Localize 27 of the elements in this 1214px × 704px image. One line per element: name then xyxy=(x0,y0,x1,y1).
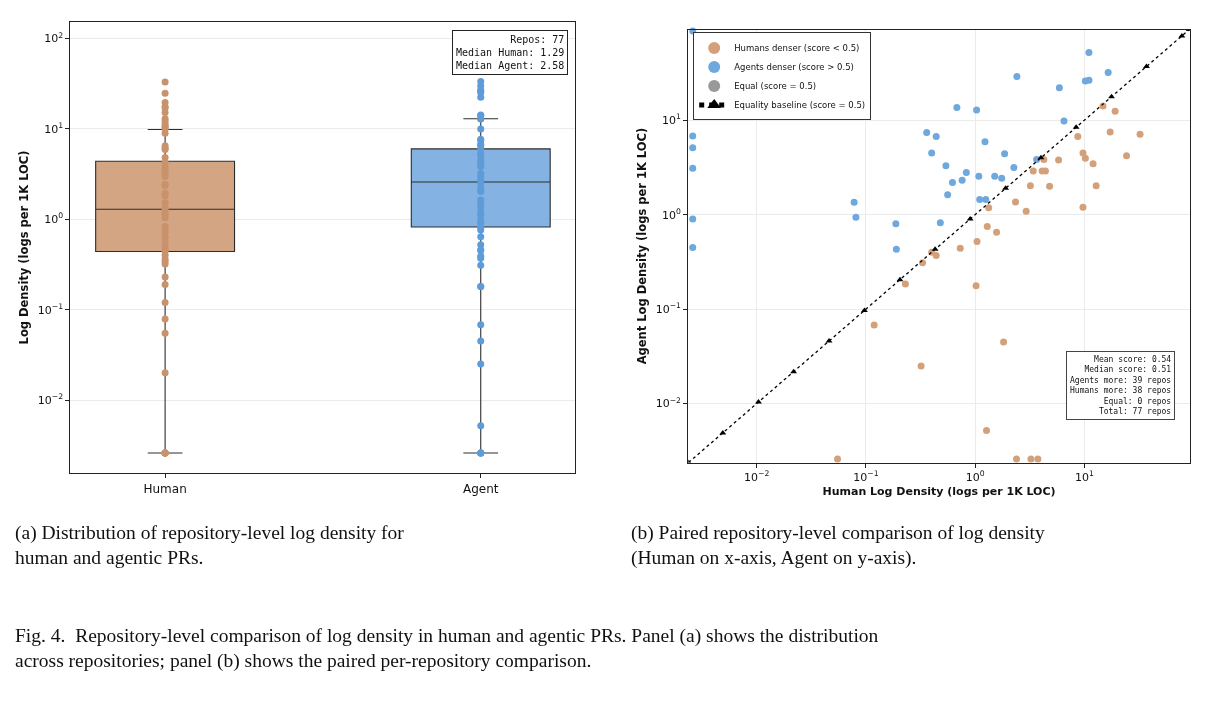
x-tick-label: 10$^{1}$ xyxy=(1074,469,1094,484)
y-axis-title: Agent Log Density (logs per 1K LOC) xyxy=(635,127,650,365)
caption: Fig. 4. Repository-level comparison of log density in human and agentic PRs. Panel (a) shows the distribution across repositories; panel (b) shows the paired per-repository comparison. xyxy=(15,625,879,673)
annotation: Repos: 77 Median Human: 1.29 Median Agent: 2.58 xyxy=(456,34,565,71)
x-tick-label: Human xyxy=(143,481,187,496)
x-tick-label: Agent xyxy=(462,481,499,496)
y-tick-label: 10$^{−1}$ xyxy=(37,301,64,317)
legend-label: Equal (score = 0.5) xyxy=(734,81,817,92)
x-tick-label: 10$^{−1}$ xyxy=(853,469,879,484)
y-tick-label: 10$^{−2}$ xyxy=(655,395,682,411)
legend-label: Agents denser (score > 0.5) xyxy=(734,62,854,73)
y-tick-label: 10$^{0}$ xyxy=(44,211,64,227)
y-axis-title: Log Density (logs per 1K LOC) xyxy=(17,150,32,345)
y-tick-label: 10$^{−1}$ xyxy=(655,301,682,316)
y-tick-label: 10$^{2}$ xyxy=(44,30,64,46)
y-tick-label: 10$^{−2}$ xyxy=(37,392,64,407)
legend-label: Humans denser (score < 0.5) xyxy=(734,43,860,54)
y-tick-label: 10$^{1}$ xyxy=(662,112,682,128)
text: (a) Distribution of repository-level log density for human and agentic PRs. xyxy=(15,522,405,569)
y-tick-label: 10$^{0}$ xyxy=(662,206,682,222)
x-tick-label: 10$^{0}$ xyxy=(965,469,985,484)
text: (b) Paired repository-level comparison of log density (Human on x-axis, Agent on y-axis). xyxy=(631,522,1045,570)
x-tick-label: 10$^{−2}$ xyxy=(743,469,770,484)
x-axis-title: Human Log Density (logs per 1K LOC) xyxy=(822,485,1056,499)
legend-label: Equality baseline (score = 0.5) xyxy=(734,100,866,111)
annotation: Mean score: 0.54 Median score: 0.51 Agents more: 39 repos Humans more: 38 repos Equal: 0 repos Total: 77 repos xyxy=(1070,355,1172,416)
y-tick-label: 10$^{1}$ xyxy=(44,120,64,136)
